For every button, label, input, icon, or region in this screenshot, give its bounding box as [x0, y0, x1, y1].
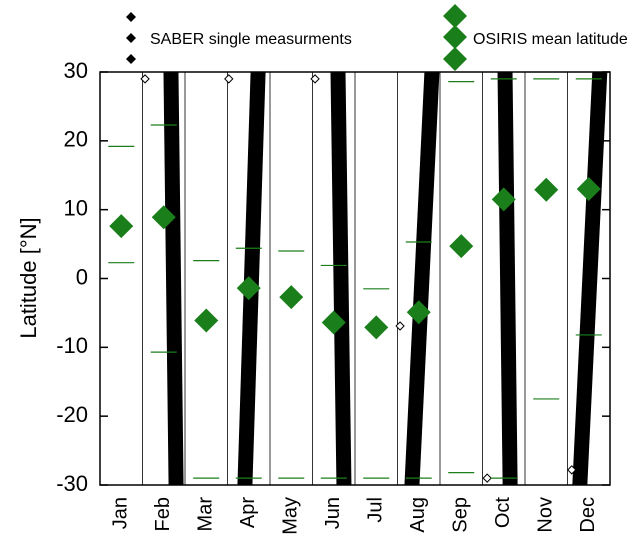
y-tick-label: 10	[64, 195, 88, 220]
x-tick-label: Jun	[322, 497, 344, 529]
x-tick-label: Oct	[492, 497, 514, 529]
saber-point	[310, 74, 320, 84]
osiris-mean	[236, 276, 261, 301]
legend: SABER single measurments OSIRIS mean lat…	[126, 4, 628, 71]
legend-symbol	[126, 12, 136, 64]
x-tick-label: Aug	[407, 497, 429, 533]
saber-track	[497, 71, 518, 486]
x-tick-label: Sep	[450, 497, 472, 533]
saber-point	[224, 74, 234, 84]
x-tick-label: Jul	[365, 497, 387, 523]
y-tick-label: 0	[76, 264, 88, 289]
y-tick-label: -20	[56, 402, 88, 427]
x-tick-label: Jan	[110, 497, 132, 529]
osiris-mean	[491, 187, 516, 212]
x-tick-label: Dec	[577, 497, 599, 533]
x-tick-label: Apr	[237, 497, 259, 528]
x-tick-label: Feb	[152, 497, 174, 531]
saber-track	[163, 71, 184, 486]
saber-point	[395, 321, 405, 331]
y-tick-label: -10	[56, 333, 88, 358]
y-axis-label: Latitude [°N]	[16, 217, 41, 338]
osiris-mean	[534, 177, 559, 202]
saber-point	[567, 465, 577, 475]
osiris-mean	[449, 234, 474, 259]
osiris-mean	[406, 300, 431, 325]
saber-point	[482, 473, 492, 483]
x-tick-label: Mar	[195, 497, 217, 532]
osiris-mean	[109, 214, 134, 239]
x-tick-label: May	[280, 497, 302, 535]
y-tick-label: 20	[64, 127, 88, 152]
saber-track	[404, 71, 440, 486]
legend-symbol	[443, 4, 467, 71]
osiris-mean	[151, 205, 176, 230]
saber-point	[140, 74, 150, 84]
saber-track	[572, 71, 608, 486]
osiris-mean	[279, 285, 304, 310]
legend-label: SABER single measurments	[150, 31, 352, 48]
saber-track	[237, 71, 266, 486]
y-tick-label: 30	[64, 58, 88, 83]
saber-track	[330, 71, 352, 486]
x-tick-label: Nov	[535, 497, 557, 533]
y-tick-label: -30	[56, 471, 88, 496]
osiris-mean	[194, 308, 219, 333]
osiris-mean	[321, 310, 346, 335]
legend-label: OSIRIS mean latitude	[473, 31, 628, 48]
osiris-mean	[364, 315, 389, 340]
osiris-mean	[576, 177, 601, 202]
